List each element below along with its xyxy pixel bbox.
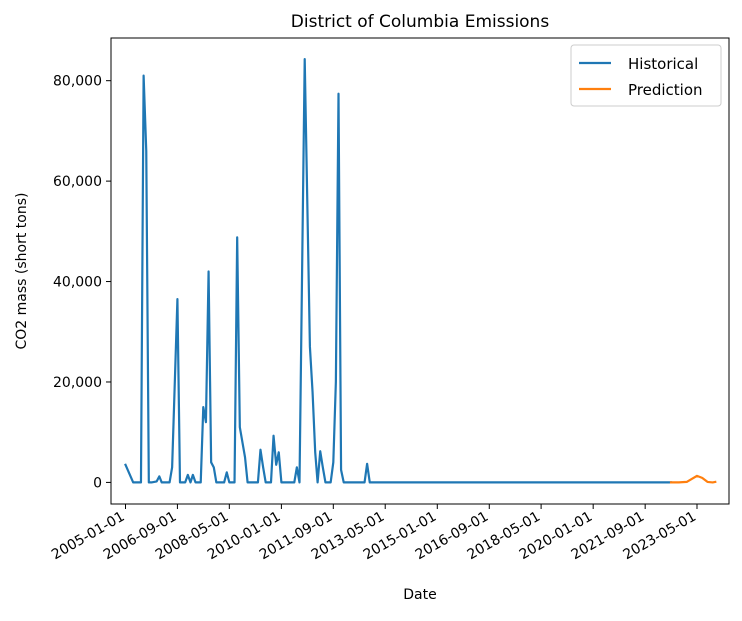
series-line-historical (124, 57, 673, 484)
y-tick-label: 0 (93, 475, 102, 491)
legend-box (570, 44, 722, 107)
y-axis-label: CO2 mass (short tons) (14, 193, 30, 350)
legend: Historical Prediction (570, 44, 722, 107)
y-tick-label: 60,000 (53, 174, 102, 190)
plot-area (124, 57, 717, 484)
axes-frame (110, 37, 730, 505)
y-tick-label: 40,000 (53, 275, 102, 291)
y-tick-label: 20,000 (53, 375, 102, 391)
legend-label-prediction: Prediction (628, 81, 703, 99)
series-line-prediction (669, 474, 717, 484)
y-tick-label: 80,000 (53, 74, 102, 90)
legend-label-historical: Historical (628, 55, 698, 73)
x-axis-label: Date (403, 587, 436, 603)
chart-title: District of Columbia Emissions (291, 12, 550, 32)
